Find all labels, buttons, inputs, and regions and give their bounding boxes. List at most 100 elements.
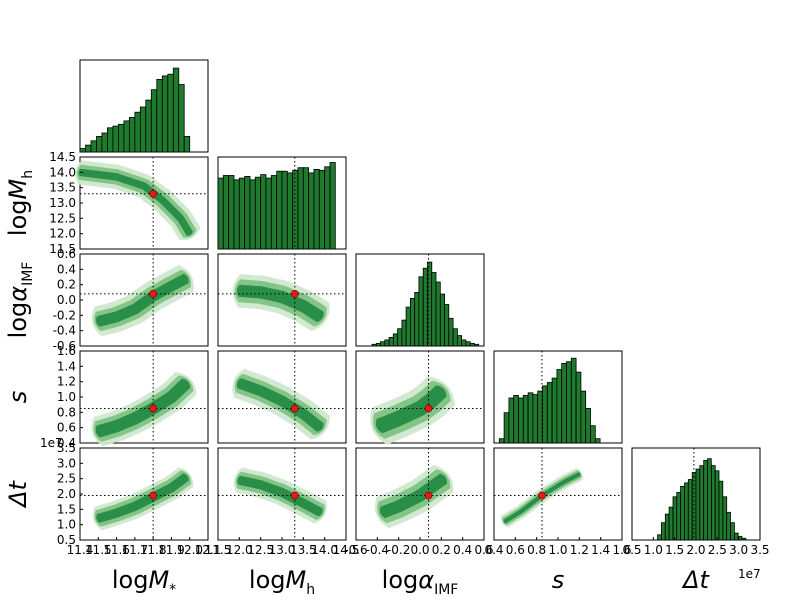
histogram-bar xyxy=(503,412,510,444)
histogram-bar xyxy=(145,99,152,153)
x-tick-label: 11.7 xyxy=(121,543,148,557)
histogram-bar xyxy=(730,522,735,541)
x-tick-label: 1.0 xyxy=(644,543,663,557)
y-tick-label: 11.5 xyxy=(49,242,76,256)
x-axis-label-logMs: logM* xyxy=(112,566,176,598)
y-tick-label: 0.6 xyxy=(57,247,76,261)
histogram-bar xyxy=(244,175,251,250)
density-contour xyxy=(236,378,324,432)
histogram-bar xyxy=(79,148,86,153)
histogram-bar xyxy=(498,438,505,444)
histogram-bar xyxy=(308,172,315,250)
histogram-bar xyxy=(156,79,163,153)
histogram-bar xyxy=(465,341,471,347)
histogram-bar xyxy=(448,317,454,347)
x-tick-label: 14.0 xyxy=(311,543,338,557)
density-contour xyxy=(95,378,191,438)
density-panel-logMs-logalpha xyxy=(79,253,209,347)
x-axis-label-logMh: logMh xyxy=(249,566,315,598)
histogram-bar xyxy=(254,176,262,250)
y-tick-label: 1.5 xyxy=(57,502,76,516)
histogram-bar xyxy=(711,465,716,541)
histogram-bar xyxy=(183,135,191,153)
x-tick-label: 13.5 xyxy=(290,543,317,557)
histogram-bar xyxy=(741,537,747,541)
x-tick-label: 1.6 xyxy=(612,543,631,557)
histogram-bar xyxy=(473,343,480,347)
y-tick-label: -0.6 xyxy=(53,339,76,353)
histogram-bar xyxy=(302,167,309,250)
histogram-bar xyxy=(286,172,293,250)
histogram-bar xyxy=(542,385,548,444)
y-tick-label: 3.0 xyxy=(57,456,76,470)
x-axis-label-dt: Δt xyxy=(681,566,710,594)
truth-marker xyxy=(149,290,157,298)
histogram-bar xyxy=(513,394,519,444)
x-tick-label: 11.9 xyxy=(158,543,185,557)
x-tick-label: 12.0 xyxy=(226,543,253,557)
truth-marker xyxy=(424,404,433,413)
histogram-bar xyxy=(233,179,240,250)
histogram-bar xyxy=(101,132,108,153)
density-contour xyxy=(237,475,323,517)
x-tick-label: 3.0 xyxy=(729,543,748,557)
density-panel-logalpha-dt xyxy=(355,447,485,541)
histogram-s xyxy=(493,350,623,444)
histogram-bar xyxy=(380,341,386,347)
histogram-bar xyxy=(469,342,475,347)
histogram-bar xyxy=(161,75,169,153)
histogram-bar xyxy=(414,291,420,347)
x-tick-label: 11.5 xyxy=(85,543,112,557)
x-tick-label: 12.5 xyxy=(247,543,274,557)
x-tick-label: 14.5 xyxy=(333,543,360,557)
x-tick-label: 2.0 xyxy=(686,543,705,557)
truth-marker xyxy=(149,189,157,198)
histogram-bar xyxy=(228,175,235,250)
histogram-logMh xyxy=(217,156,347,250)
histogram-bar xyxy=(150,89,158,153)
histogram-bar xyxy=(661,522,666,541)
histogram-bar xyxy=(714,470,720,541)
truth-marker xyxy=(149,404,157,413)
histogram-bar xyxy=(570,357,577,444)
histogram-bar xyxy=(371,343,377,347)
x-tick-label: -0.2 xyxy=(387,543,410,557)
y-tick-label: 2.5 xyxy=(57,472,76,486)
x-tick-label: 12.0 xyxy=(176,543,203,557)
truth-marker xyxy=(149,491,157,500)
histogram-bar xyxy=(699,465,704,541)
density-contour xyxy=(96,473,189,523)
panel-frame xyxy=(493,447,623,541)
histogram-bar xyxy=(461,339,467,347)
histogram-bar xyxy=(222,175,230,250)
histogram-bar xyxy=(532,394,539,444)
histogram-bar xyxy=(672,496,678,541)
x-tick-label: 12.1 xyxy=(195,543,222,557)
y-tick-label: -0.2 xyxy=(53,308,76,322)
histogram-bar xyxy=(585,407,591,444)
histogram-bar xyxy=(265,177,272,250)
histogram-bar xyxy=(384,339,390,347)
histogram-bar xyxy=(668,506,674,541)
x-tick-label: 1.5 xyxy=(665,543,684,557)
histogram-bar xyxy=(260,174,267,250)
density-panel-logMs-logMh xyxy=(75,156,209,250)
histogram-bar xyxy=(112,125,119,153)
x-tick-label: -0.6 xyxy=(344,543,367,557)
histogram-bar xyxy=(397,328,403,347)
histogram-bar xyxy=(657,534,662,541)
histogram-bar xyxy=(508,397,515,444)
histogram-bar xyxy=(684,482,689,541)
y-tick-label: 3.5 xyxy=(57,441,76,455)
x-offset-label: 1e7 xyxy=(738,567,761,581)
y-tick-label: 1.4 xyxy=(57,359,76,373)
x-tick-label: 0.0 xyxy=(410,543,429,557)
x-tick-label: 0.5 xyxy=(622,543,641,557)
y-tick-label: 2.0 xyxy=(57,487,76,501)
histogram-bar xyxy=(401,319,407,347)
histogram-bar xyxy=(329,162,336,250)
x-tick-label: 11.5 xyxy=(205,543,232,557)
truth-marker xyxy=(538,491,546,500)
y-tick-label: 1.0 xyxy=(57,390,76,404)
x-tick-label: 0.4 xyxy=(453,543,472,557)
